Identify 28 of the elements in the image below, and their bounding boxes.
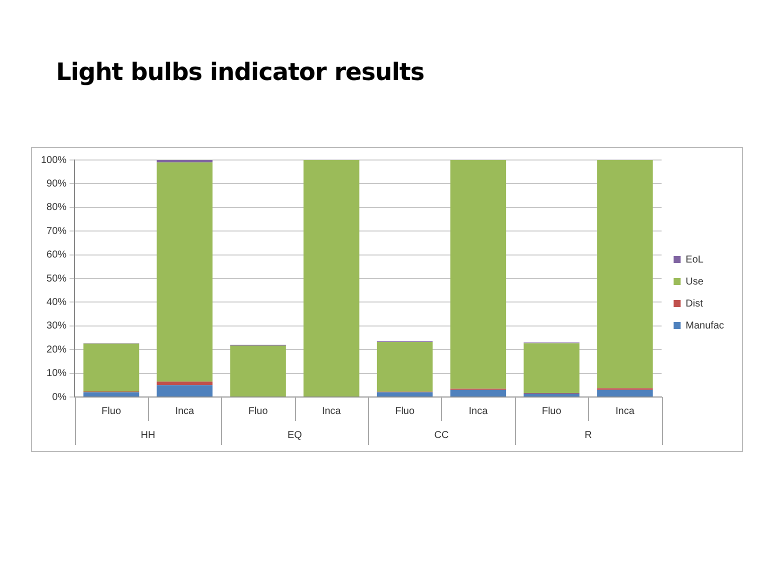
- y-tick-label: 20%: [46, 344, 67, 356]
- text: R: [584, 430, 592, 441]
- y-tick-label: 50%: [46, 273, 67, 284]
- y-tick-label: 30%: [46, 320, 67, 332]
- text: EQ: [288, 430, 302, 441]
- x-tick-label: Inca: [175, 406, 195, 417]
- y-tick-label: 80%: [46, 202, 67, 214]
- y-tick-label: 10%: [46, 368, 67, 380]
- x-tick-label: Fluo: [395, 406, 415, 417]
- legend-label: Dist: [686, 298, 704, 310]
- legend-label: Use: [686, 276, 704, 288]
- x-tick-label: Inca: [616, 406, 635, 417]
- y-tick-label: 40%: [46, 296, 67, 308]
- y-tick-label: 100%: [41, 154, 67, 166]
- chart-title: Light bulbs indicator results: [56, 58, 424, 86]
- y-tick-label: 90%: [46, 178, 67, 190]
- x-tick-label: Fluo: [542, 406, 562, 417]
- y-tick-label: 0%: [52, 392, 67, 403]
- text: HH: [140, 430, 156, 441]
- y-tick-label: 70%: [46, 226, 67, 237]
- legend-label: EoL: [686, 254, 704, 266]
- text: CC: [434, 430, 449, 441]
- y-tick-label: 60%: [46, 250, 67, 261]
- x-tick-label: Inca: [322, 406, 342, 417]
- x-tick-label: Fluo: [102, 406, 122, 417]
- legend-label: Manufac: [686, 320, 724, 332]
- x-tick-label: Fluo: [248, 406, 268, 417]
- x-tick-label: Inca: [468, 406, 488, 417]
